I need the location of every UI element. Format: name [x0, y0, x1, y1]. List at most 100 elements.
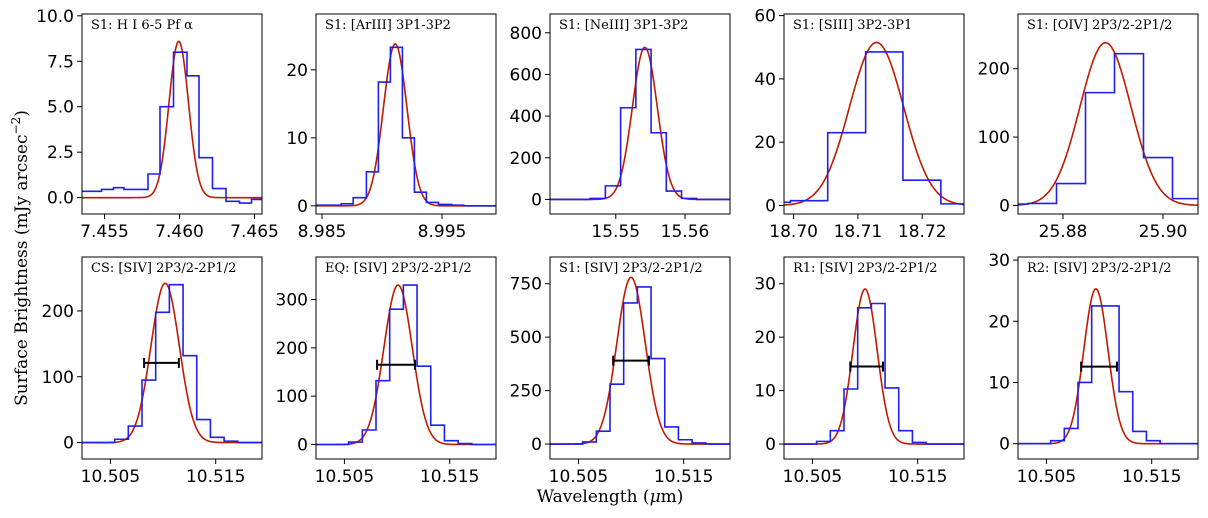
x-tick-label: 10.505 [1017, 467, 1076, 487]
y-tick-label: 200 [978, 60, 1010, 80]
y-tick-label: 2.5 [47, 143, 74, 163]
y-tick-label: 5.0 [47, 98, 74, 118]
y-tick-label: 20 [286, 61, 308, 81]
y-tick-label: 100 [42, 368, 74, 388]
x-axis-label: Wavelength (μm) [537, 487, 684, 507]
y-tick-label: 200 [510, 149, 542, 169]
panel-title: R2: [SIV] 2P3/2-2P1/2 [1027, 261, 1172, 276]
panel-9: 10.505 10.515 0 10 20 30 R1: [SIV] 2P3/2-2P1/2 [754, 256, 965, 487]
y-tick-label: 100 [978, 128, 1010, 148]
y-tick-label: 10 [286, 129, 308, 149]
x-tick-label: 10.515 [420, 467, 479, 487]
histogram-step [550, 286, 730, 445]
histogram-step [82, 283, 262, 444]
x-tick-label: 8.985 [298, 222, 347, 242]
y-tick-label: 20 [988, 312, 1010, 332]
y-tick-label: 200 [276, 339, 308, 359]
y-tick-label: 20 [754, 133, 776, 153]
gaussian-fit-curve [1018, 41, 1198, 207]
y-tick-label: 0 [531, 190, 542, 210]
histogram-step [550, 48, 730, 201]
gaussian-fit-curve [550, 46, 730, 201]
x-tick-label: 10.505 [549, 467, 608, 487]
axis-frame [315, 13, 497, 215]
y-tick-label: 0 [63, 434, 74, 454]
axis-frame [549, 256, 731, 460]
x-tick-label: 25.90 [1139, 222, 1188, 242]
y-tick-label: 0.0 [47, 189, 74, 209]
panel-10: 10.505 10.515 0 10 20 30 R2: [SIV] 2P3/2-2P1/2 [988, 251, 1199, 487]
y-tick-label: 800 [510, 24, 542, 44]
y-axis-label: Surface Brightness (mJy arcsec−2) [9, 110, 32, 406]
histogram-step [784, 302, 964, 445]
axis-frame [1017, 256, 1199, 460]
x-tick-label: 18.70 [769, 222, 818, 242]
gaussian-fit-curve [784, 41, 964, 206]
histogram-step [82, 51, 262, 204]
panel-title: S1: H I 6-5 Pf α [91, 18, 193, 33]
y-tick-label: 0 [765, 196, 776, 216]
x-tick-label: 7.455 [80, 222, 129, 242]
y-tick-label: 10 [988, 373, 1010, 393]
y-axis-label-exp: −2 [9, 117, 23, 135]
panel-title: R1: [SIV] 2P3/2-2P1/2 [793, 261, 938, 276]
x-tick-label: 10.515 [186, 467, 245, 487]
y-tick-label: 60 [754, 7, 776, 27]
y-tick-label: 10.0 [36, 7, 74, 27]
x-tick-label: 15.56 [661, 222, 710, 242]
y-tick-label: 10 [754, 382, 776, 402]
panel-8: 10.505 10.515 0 250 500 750 S1: [SIV] 2P3/2-2P… [510, 256, 731, 487]
panel-title: CS: [SIV] 2P3/2-2P1/2 [91, 261, 236, 276]
panel-title: S1: [SIV] 2P3/2-2P1/2 [559, 261, 703, 276]
y-tick-label: 600 [510, 65, 542, 85]
panel-title: S1: [OIV] 2P3/2-2P1/2 [1027, 18, 1172, 33]
x-tick-label: 10.505 [81, 467, 140, 487]
x-tick-label: 25.88 [1039, 222, 1088, 242]
y-tick-label: 100 [276, 387, 308, 407]
y-tick-label: 30 [988, 251, 1010, 271]
y-tick-label: 250 [510, 382, 542, 402]
x-tick-label: 18.72 [898, 222, 947, 242]
y-tick-label: 0 [765, 435, 776, 455]
y-tick-label: 500 [510, 328, 542, 348]
y-tick-label: 0 [297, 436, 308, 456]
gaussian-fit-curve [82, 40, 262, 199]
axis-frame [81, 256, 263, 460]
y-tick-label: 0 [999, 196, 1010, 216]
y-tick-label: 0 [999, 435, 1010, 455]
panel-7: 10.505 10.515 0 100 200 300 EQ: [SIV] 2P3/2-2P… [276, 256, 497, 487]
y-tick-label: 300 [276, 291, 308, 311]
panel-title: S1: [ArIII] 3P1-3P2 [325, 18, 451, 33]
x-tick-label: 10.515 [1122, 467, 1181, 487]
panel-5: 25.88 25.90 0 100 200 S1: [OIV] 2P3/2-2P1/2 [978, 13, 1199, 242]
y-tick-label: 0 [531, 435, 542, 455]
histogram-step [784, 51, 964, 205]
x-tick-label: 10.515 [888, 467, 947, 487]
y-tick-label: 400 [510, 107, 542, 127]
x-tick-label: 7.465 [230, 222, 279, 242]
x-tick-label: 15.55 [591, 222, 640, 242]
histogram-step [316, 284, 496, 446]
x-tick-label: 10.515 [654, 467, 713, 487]
panel-title: S1: [SIII] 3P2-3P1 [793, 18, 912, 33]
panel-1: 7.455 7.460 7.465 0.0 2.5 5.0 7.5 10.0 S1: H I 6… [36, 7, 279, 242]
panel-title: EQ: [SIV] 2P3/2-2P1/2 [325, 261, 472, 276]
gaussian-fit-curve [316, 43, 496, 207]
y-tick-label: 200 [42, 302, 74, 322]
panel-2: 8.985 8.995 0 10 20 S1: [ArIII] 3P1-3P2 [286, 13, 497, 242]
histogram-step [316, 46, 496, 207]
x-tick-label: 8.995 [418, 222, 467, 242]
axis-frame [315, 256, 497, 460]
panel-3: 15.55 15.56 0 200 400 600 800 S1: [NeIII] 3P1-3… [510, 13, 731, 242]
histogram-step [1018, 305, 1198, 445]
panel-title: S1: [NeIII] 3P1-3P2 [559, 18, 688, 33]
axis-frame [81, 13, 263, 215]
x-tick-label: 10.505 [783, 467, 842, 487]
panel-6: 10.505 10.515 0 100 200 CS: [SIV] 2P3/2-2P1/2 [42, 256, 263, 487]
panel-4: 18.70 18.71 18.72 0 20 40 60 S1: [SIII] 3P2-3P1 [754, 7, 965, 242]
x-tick-label: 10.505 [315, 467, 374, 487]
y-tick-label: 20 [754, 328, 776, 348]
y-tick-label: 0 [297, 197, 308, 217]
axis-frame [783, 256, 965, 460]
